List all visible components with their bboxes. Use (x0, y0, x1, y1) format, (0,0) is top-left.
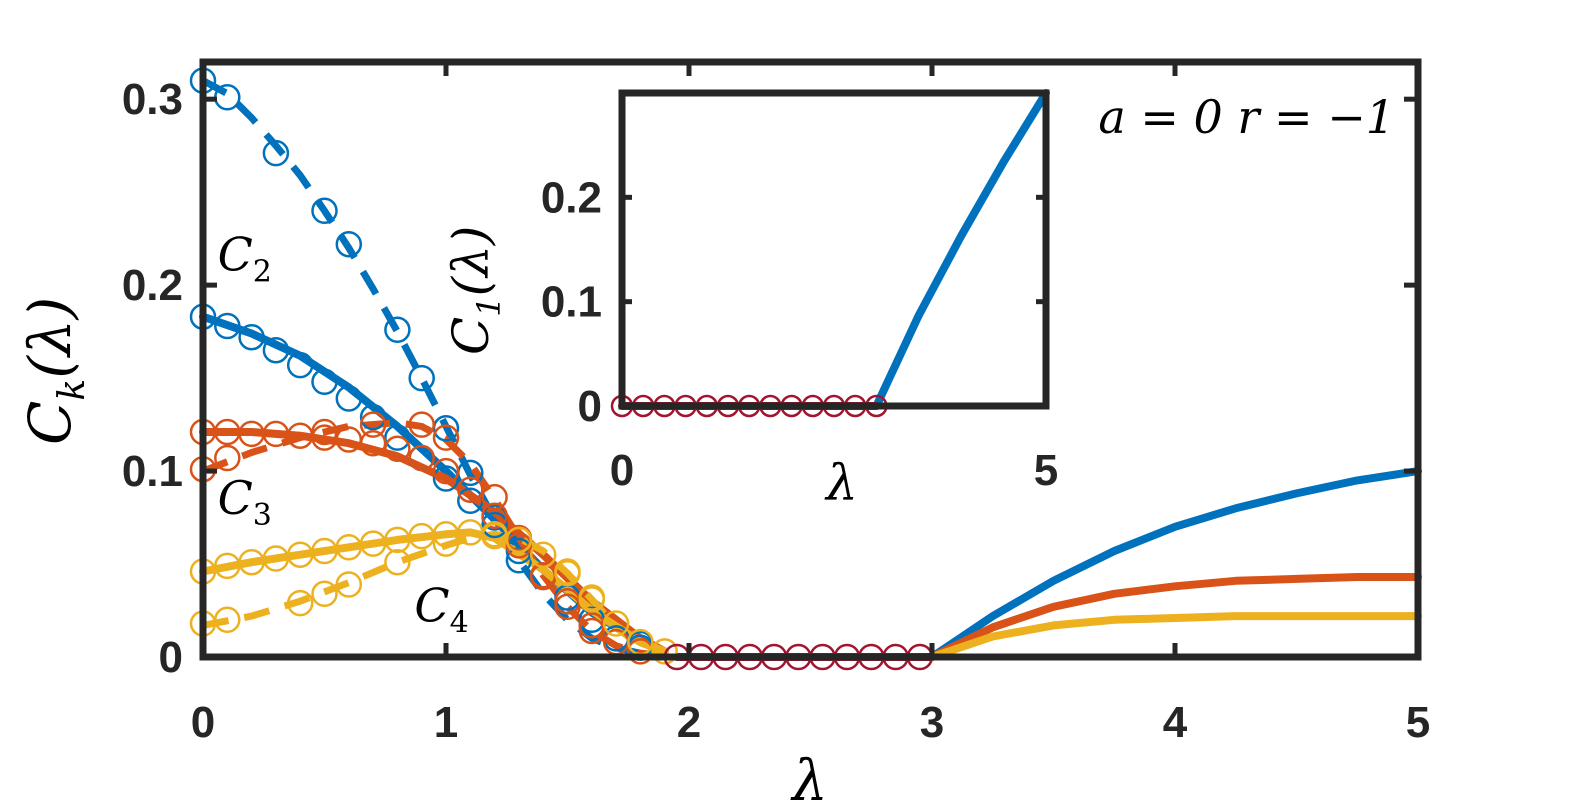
main-k2-circles-a-marker (262, 336, 290, 364)
main-k3-right-line (928, 573, 1422, 661)
main-k4-circles-b-marker (286, 589, 314, 617)
main-ylabel-base: C (16, 401, 84, 445)
main-k2-circles-b-marker (311, 197, 338, 225)
main-ytick-label: 0 (159, 633, 183, 682)
inset-background (622, 93, 1046, 406)
curve-label-sub: 4 (450, 606, 469, 641)
main-k4-circles-b-marker (432, 530, 460, 557)
main-k2-circles-b-marker (262, 139, 290, 167)
main-k2-dashed-line (201, 77, 665, 659)
main-k2-circles-a-marker (238, 323, 265, 351)
inset-xtick-label: 5 (1034, 446, 1058, 495)
main-k4-circles-a-marker (602, 610, 630, 637)
main-k4-circles-b-marker (578, 584, 606, 611)
main-k2-circles-b-marker (335, 230, 363, 258)
main-k3-circles-b-marker (578, 617, 606, 645)
inset-c1-solid-line (872, 89, 1050, 410)
svg-text:Ck(λ): Ck(λ) (16, 297, 93, 445)
main-k4-circles-b-marker (384, 548, 411, 576)
main-ylabel-arg: (λ) (16, 297, 84, 379)
inset-ylabel-base: C (442, 317, 500, 355)
inset-xlabel: λ (824, 454, 858, 512)
main-k2-circles-a-marker (286, 351, 314, 379)
main-k3-circles-b-marker (432, 424, 460, 451)
main-k3-circles-a-marker (457, 476, 484, 503)
main-xtick-label: 3 (920, 698, 944, 747)
main-k2-circles-a-marker (432, 465, 460, 492)
main-k3-circles-a-marker (384, 435, 411, 463)
curve-label-c2: C2 (218, 227, 272, 289)
main-k4-circles-b-marker (554, 558, 581, 585)
main-k4-circles-b-marker (214, 606, 241, 634)
main-k2-circles-b-marker (384, 316, 411, 344)
main-ytick-label: 0.1 (122, 447, 183, 496)
main-k2-circles-a-marker (481, 511, 508, 539)
main-k3-circles-a-marker (408, 444, 435, 472)
main-k4-circles-b-marker (505, 526, 533, 554)
main-k4-circles-b-marker (335, 571, 363, 598)
svg-text:C1(λ): C1(λ) (442, 226, 508, 355)
inset-ylabel: C1(λ) (442, 226, 508, 355)
main-xtick-label: 2 (677, 698, 701, 747)
curve-label-base: C (218, 471, 253, 525)
main-k3-circles-b-marker (214, 444, 241, 472)
curve-label-sub: 2 (253, 254, 272, 289)
main-k3-circles-a-marker (359, 429, 387, 457)
inset-ylabel-sub: 1 (470, 296, 508, 316)
main-k3-circles-b-marker (359, 411, 387, 438)
main-xtick-label: 1 (434, 698, 458, 747)
inset-axes-box (618, 89, 1050, 410)
main-ytick-label: 0.2 (122, 261, 183, 310)
main-ytick-label: 0.3 (122, 75, 183, 124)
main-k3-circles-b-marker (311, 418, 338, 446)
main-k4-circles-b-marker (311, 580, 338, 608)
curve-label-base: C (414, 579, 449, 633)
main-xlabel: λ (790, 749, 828, 812)
main-xtick-label: 5 (1406, 698, 1430, 747)
main-k3-circles-b-marker (408, 411, 435, 438)
inset-ytick-label: 0.2 (541, 173, 602, 222)
inset-xtick-label: 0 (610, 446, 634, 495)
main-xtick-label: 0 (191, 698, 215, 747)
inset-ylabel-arg: (λ) (442, 226, 500, 297)
main-k2-circles-a-marker (359, 403, 387, 431)
curve-label-sub: 3 (253, 498, 272, 533)
main-k2-right-line (928, 467, 1422, 661)
curve-label-c3: C3 (218, 471, 272, 533)
inset-ytick-label: 0.1 (541, 278, 602, 327)
main-k2-circles-a-marker (335, 385, 363, 412)
main-k4-circles-a-marker (529, 541, 557, 568)
main-k4-right-line (928, 612, 1422, 661)
curve-label-base: C (218, 227, 253, 281)
main-k2-circles-a-marker (384, 424, 411, 451)
main-axes-box (199, 58, 1422, 661)
main-k3-circles-b-marker (481, 483, 508, 511)
main-k4-circles-a-marker (651, 638, 678, 665)
main-k3-circles-b-marker (554, 593, 581, 621)
main-ylabel: Ck(λ) (16, 297, 93, 445)
main-k2-circles-a-marker (311, 368, 338, 396)
main-k4-dashed-line (202, 530, 666, 657)
curve-label-c4: C4 (414, 579, 468, 641)
main-k2-circles-b-marker (505, 547, 533, 574)
main-xtick-label: 4 (1163, 698, 1188, 747)
main-ylabel-sub: k (52, 379, 93, 401)
main-annotation: a = 0 r = −1 (1098, 90, 1395, 144)
main-k3-circles-a-marker (481, 502, 508, 529)
main-k2-circles-b-marker (408, 364, 435, 392)
main-k2-circles-a-marker (214, 312, 241, 340)
inset-ytick-label: 0 (578, 382, 602, 431)
main-tick-labels: 0 1 2 3 4 5 0 0.1 0.2 0.3 (122, 75, 1430, 747)
inset-axes: 0 5 0 0.1 0.2 C1(λ) λ (442, 89, 1058, 512)
inset-tick-labels: 0 5 0 0.1 0.2 (541, 173, 1058, 495)
main-k3-circles-a-marker (432, 457, 460, 485)
